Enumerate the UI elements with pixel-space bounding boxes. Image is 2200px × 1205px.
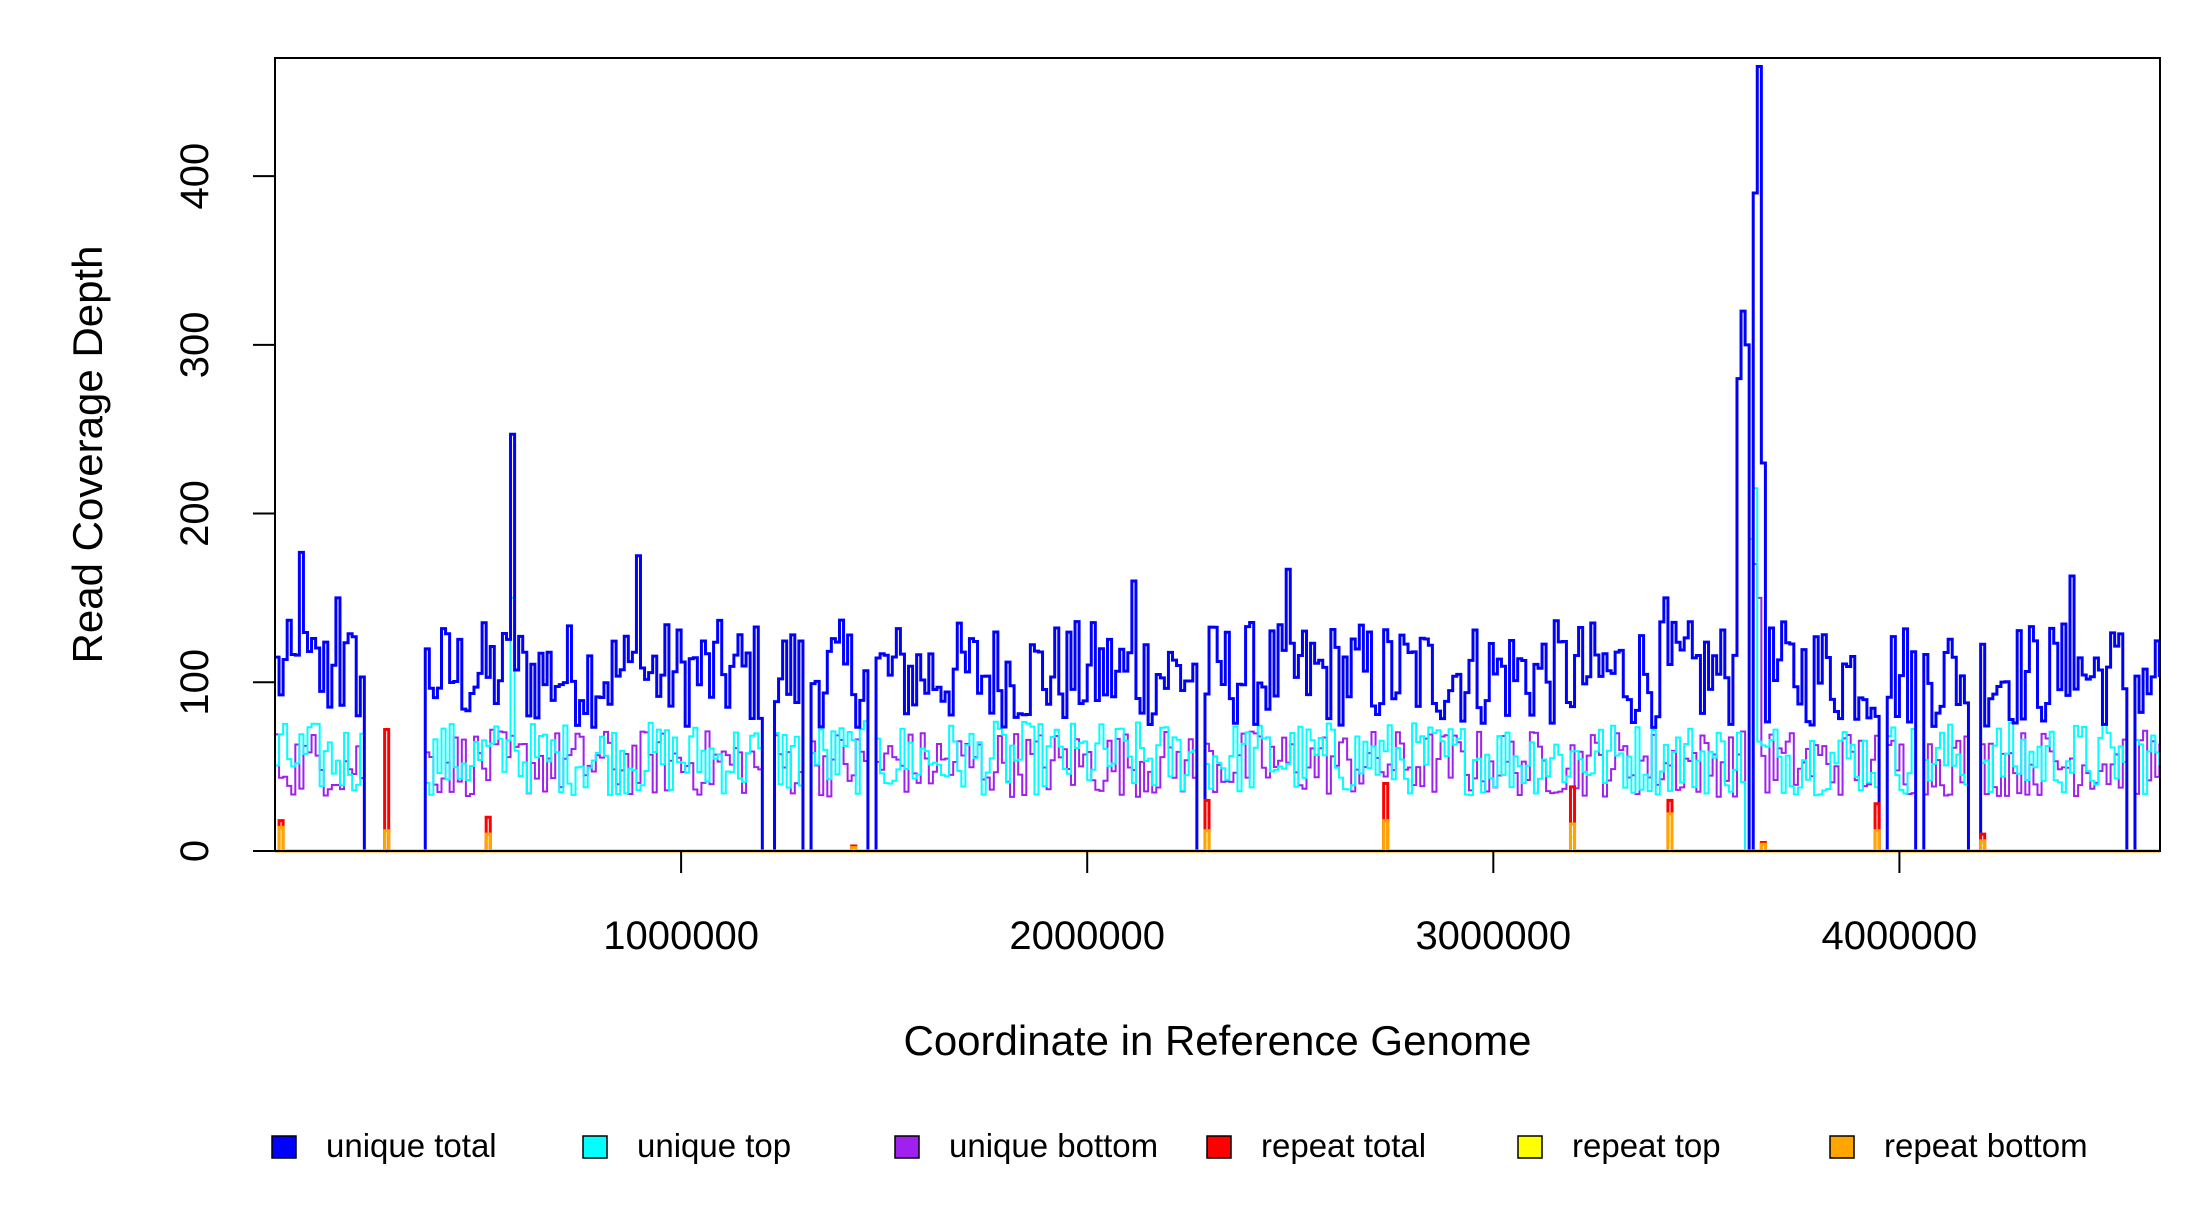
series-line-repeat-bottom: [275, 812, 2160, 853]
axis-layer: 0 100 200 300 400 1000000 2000000 3000000 400000…: [173, 143, 1977, 958]
legend-item-repeat-top: repeat top: [1517, 1127, 1721, 1164]
y-tick-label: 300: [173, 311, 217, 378]
legend-label: unique top: [637, 1127, 791, 1164]
x-tick-label: 2000000: [1009, 914, 1165, 958]
legend-swatch: [1829, 1135, 1855, 1159]
legend-swatch: [1517, 1135, 1543, 1159]
legend-item-unique-top: unique top: [582, 1127, 791, 1164]
legend-item-unique-total: unique total: [271, 1127, 497, 1164]
legend-item-unique-bottom: unique bottom: [894, 1127, 1158, 1164]
y-tick-label: 100: [173, 649, 217, 716]
legend-label: repeat top: [1572, 1127, 1721, 1164]
legend-swatch: [894, 1135, 920, 1159]
legend-swatch: [1206, 1135, 1232, 1159]
legend-swatch: [271, 1135, 297, 1159]
x-axis-label: Coordinate in Reference Genome: [903, 1017, 1531, 1064]
legend-item-repeat-bottom: repeat bottom: [1829, 1127, 2088, 1164]
y-tick-label: 0: [173, 840, 217, 862]
series-line-unique-total: [275, 64, 2161, 853]
legend-item-repeat-total: repeat total: [1206, 1127, 1426, 1164]
legend-label: unique bottom: [949, 1127, 1158, 1164]
y-tick-label: 200: [173, 480, 217, 547]
series-line-unique-top: [275, 487, 2161, 852]
series-layer: [275, 64, 2161, 853]
series-line-repeat-top: [275, 833, 2160, 852]
legend-label: unique total: [326, 1127, 497, 1164]
plot-frame: [274, 57, 2161, 852]
legend-label: repeat total: [1261, 1127, 1426, 1164]
series-line-unique-bottom: [275, 563, 2161, 852]
x-tick-label: 4000000: [1822, 914, 1978, 958]
y-tick-label: 400: [173, 143, 217, 210]
x-tick-label: 3000000: [1415, 914, 1571, 958]
x-tick-label: 1000000: [603, 914, 759, 958]
legend: unique total unique top unique bottom repea…: [271, 1127, 2088, 1164]
legend-label: repeat bottom: [1884, 1127, 2088, 1164]
y-axis-label: Read Coverage Depth: [64, 246, 111, 664]
legend-swatch: [582, 1135, 608, 1159]
